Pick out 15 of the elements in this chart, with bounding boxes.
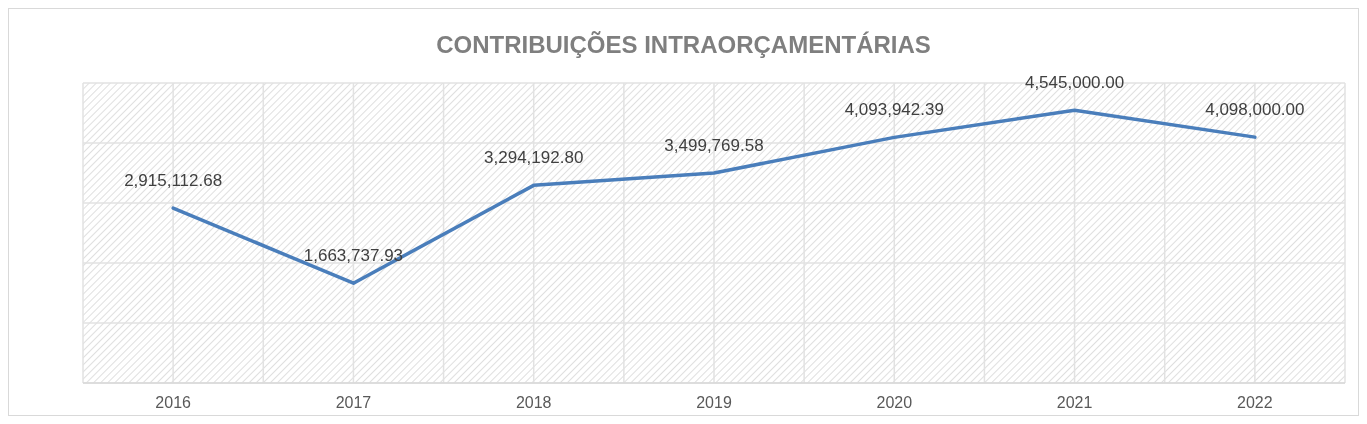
chart-title: CONTRIBUIÇÕES INTRAORÇAMENTÁRIAS — [436, 31, 931, 58]
x-tick-label: 2017 — [335, 394, 372, 411]
x-tick-label: 2018 — [515, 394, 552, 411]
data-label: 1,663,737.93 — [303, 246, 404, 266]
data-label: 2,915,112.68 — [124, 171, 223, 191]
x-tick-label: 2022 — [1237, 394, 1273, 411]
x-tick-label: 2016 — [155, 394, 192, 411]
x-tick-label: 2020 — [876, 394, 913, 411]
data-label: 4,545,000.00 — [1024, 73, 1125, 93]
data-label: 3,499,769.58 — [664, 136, 764, 156]
data-label: 3,294,192.80 — [484, 148, 584, 168]
x-tick-label: 2021 — [1056, 394, 1093, 411]
data-label: 4,098,000.00 — [1205, 100, 1305, 120]
data-label: 4,093,942.39 — [844, 100, 944, 120]
x-tick-label: 2019 — [696, 394, 732, 411]
